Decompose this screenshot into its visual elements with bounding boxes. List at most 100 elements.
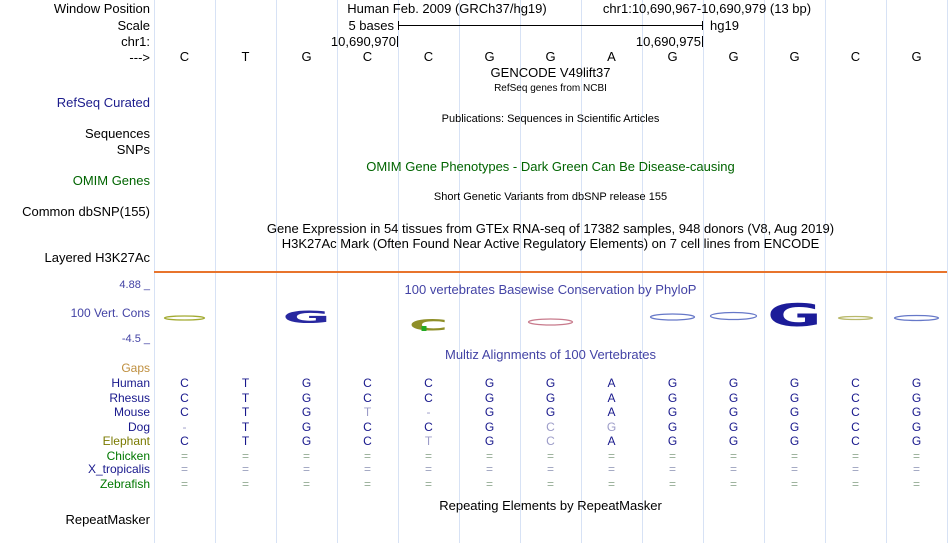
alignment-base-chicken: = [668, 448, 677, 463]
alignment-base-x-tropicalis: = [302, 462, 311, 476]
alignment-base-dog: C [546, 419, 555, 434]
track-label-rhesus[interactable]: Rhesus [109, 390, 150, 405]
track-title-omim[interactable]: OMIM Gene Phenotypes - Dark Green Can Be… [366, 159, 735, 174]
alignment-base-chicken: = [363, 448, 372, 463]
track-label-scale[interactable]: Scale [117, 18, 150, 33]
track-label-omim-genes[interactable]: OMIM Genes [72, 173, 150, 188]
track-subtitle-refseq[interactable]: RefSeq genes from NCBI [494, 83, 607, 94]
alignment-base-dog: G [789, 419, 800, 434]
alignment-base-dog: C [363, 419, 372, 434]
ruler-coordinate-label: 10,690,975 [635, 34, 701, 49]
alignment-base-elephant: T [424, 434, 433, 448]
track-label-4-88[interactable]: 4.88 _ [119, 279, 150, 291]
alignment-base-human: C [363, 376, 372, 390]
alignment-base-dog: T [241, 419, 250, 434]
alignment-base-zebrafish: = [302, 477, 311, 491]
alignment-base-elephant: G [728, 434, 739, 448]
alignment-base-zebrafish: = [607, 477, 616, 491]
phylop-dot [421, 326, 427, 331]
track-title-gtex[interactable]: Gene Expression in 54 tissues from GTEx … [266, 221, 835, 236]
track-label-chr1[interactable]: chr1: [121, 34, 150, 49]
alignment-base-zebrafish: = [180, 477, 189, 491]
track-label-refseq-curated[interactable]: RefSeq Curated [56, 95, 150, 110]
track-title-repeatmasker[interactable]: Repeating Elements by RepeatMasker [439, 498, 662, 513]
assembly-tag: hg19 [710, 18, 739, 33]
track-title-h3k27ac[interactable]: H3K27Ac Mark (Often Found Near Active Re… [281, 236, 820, 251]
alignment-base-rhesus: A [607, 390, 616, 405]
alignment-base-zebrafish: = [790, 477, 799, 491]
alignment-base-zebrafish: = [424, 477, 433, 491]
alignment-base-dog: G [301, 419, 312, 434]
alignment-base-human: G [728, 376, 739, 390]
alignment-base-elephant: G [911, 434, 922, 448]
alignment-base-dog: C [851, 419, 860, 434]
phylop-glyph [709, 311, 758, 321]
track-title-phylop[interactable]: 100 vertebrates Basewise Conservation by… [404, 282, 697, 297]
scale-bar [398, 25, 703, 26]
alignment-base-mouse: C [180, 405, 189, 419]
alignment-base-human: G [789, 376, 800, 390]
track-title-multiz[interactable]: Multiz Alignments of 100 Vertebrates [444, 347, 656, 362]
alignment-base-zebrafish: = [851, 477, 860, 491]
scale-bar-right-tick [702, 21, 703, 30]
sequence-base: C [362, 49, 373, 64]
track-title-gencode[interactable]: GENCODE V49lift37 [490, 65, 611, 80]
scale-label: 5 bases [348, 18, 394, 33]
track-label-layered-h3k27ac[interactable]: Layered H3K27Ac [44, 250, 150, 265]
track-label-mouse[interactable]: Mouse [113, 405, 150, 419]
alignment-base-human: G [911, 376, 922, 390]
alignment-base-x-tropicalis: = [668, 462, 677, 476]
track-label-zebrafish[interactable]: Zebrafish [99, 477, 150, 491]
alignment-base-rhesus: G [789, 390, 800, 405]
alignment-base-mouse: G [728, 405, 739, 419]
alignment-base-chicken: = [912, 448, 921, 463]
alignment-base-chicken: = [546, 448, 555, 463]
sequence-base: C [179, 49, 190, 64]
track-label-snps[interactable]: SNPs [116, 142, 150, 157]
alignment-base-x-tropicalis: = [241, 462, 250, 476]
alignment-base-mouse: C [851, 405, 860, 419]
track-label-common-dbsnp-155[interactable]: Common dbSNP(155) [22, 204, 150, 219]
track-label-window-position[interactable]: Window Position [53, 1, 150, 16]
alignment-base-mouse: G [301, 405, 312, 419]
ruler-tick [397, 36, 398, 47]
track-label-x-tropicalis[interactable]: X_tropicalis [87, 462, 150, 476]
alignment-base-human: G [484, 376, 495, 390]
track-label-sequences[interactable]: Sequences [84, 126, 150, 141]
track-label-chicken[interactable]: Chicken [106, 448, 150, 463]
alignment-base-elephant: G [484, 434, 495, 448]
track-label-elephant[interactable]: Elephant [102, 434, 150, 448]
track-label-gaps[interactable]: Gaps [121, 361, 150, 375]
alignment-base-rhesus: G [911, 390, 922, 405]
track-label-100-vert-cons[interactable]: 100 Vert. Cons [70, 306, 150, 320]
sequence-base: T [241, 49, 250, 64]
ruler-coordinate-label: 10,690,970 [330, 34, 396, 49]
alignment-base-chicken: = [485, 448, 494, 463]
alignment-base-human: G [301, 376, 312, 390]
track-title-dbsnp[interactable]: Short Genetic Variants from dbSNP releas… [433, 191, 668, 203]
alignment-base-x-tropicalis: = [180, 462, 189, 476]
phylop-glyph [893, 314, 940, 322]
phylop-glyph [649, 313, 696, 321]
track-title-publications[interactable]: Publications: Sequences in Scientific Ar… [441, 113, 660, 125]
track-label-human[interactable]: Human [111, 376, 150, 390]
phylop-glyph [163, 315, 206, 321]
alignment-base-elephant: G [667, 434, 678, 448]
ruler-tick [702, 36, 703, 47]
track-label-repeatmasker[interactable]: RepeatMasker [65, 512, 150, 527]
alignment-base-x-tropicalis: = [363, 462, 372, 476]
alignment-base-chicken: = [851, 448, 860, 463]
track-label-label[interactable]: ---> [129, 50, 150, 65]
alignment-base-dog: G [606, 419, 617, 434]
alignment-base-elephant: T [241, 434, 250, 448]
track-label-dog[interactable]: Dog [127, 419, 150, 434]
sequence-base: G [545, 49, 556, 64]
alignment-base-mouse: G [789, 405, 800, 419]
alignment-base-dog: G [911, 419, 922, 434]
alignment-base-chicken: = [302, 448, 311, 463]
track-label-4-5[interactable]: -4.5 _ [121, 333, 150, 345]
alignment-base-human: G [545, 376, 556, 390]
assembly-title: Human Feb. 2009 (GRCh37/hg19) [347, 1, 547, 16]
sequence-base: C [850, 49, 861, 64]
alignment-base-chicken: = [607, 448, 616, 463]
